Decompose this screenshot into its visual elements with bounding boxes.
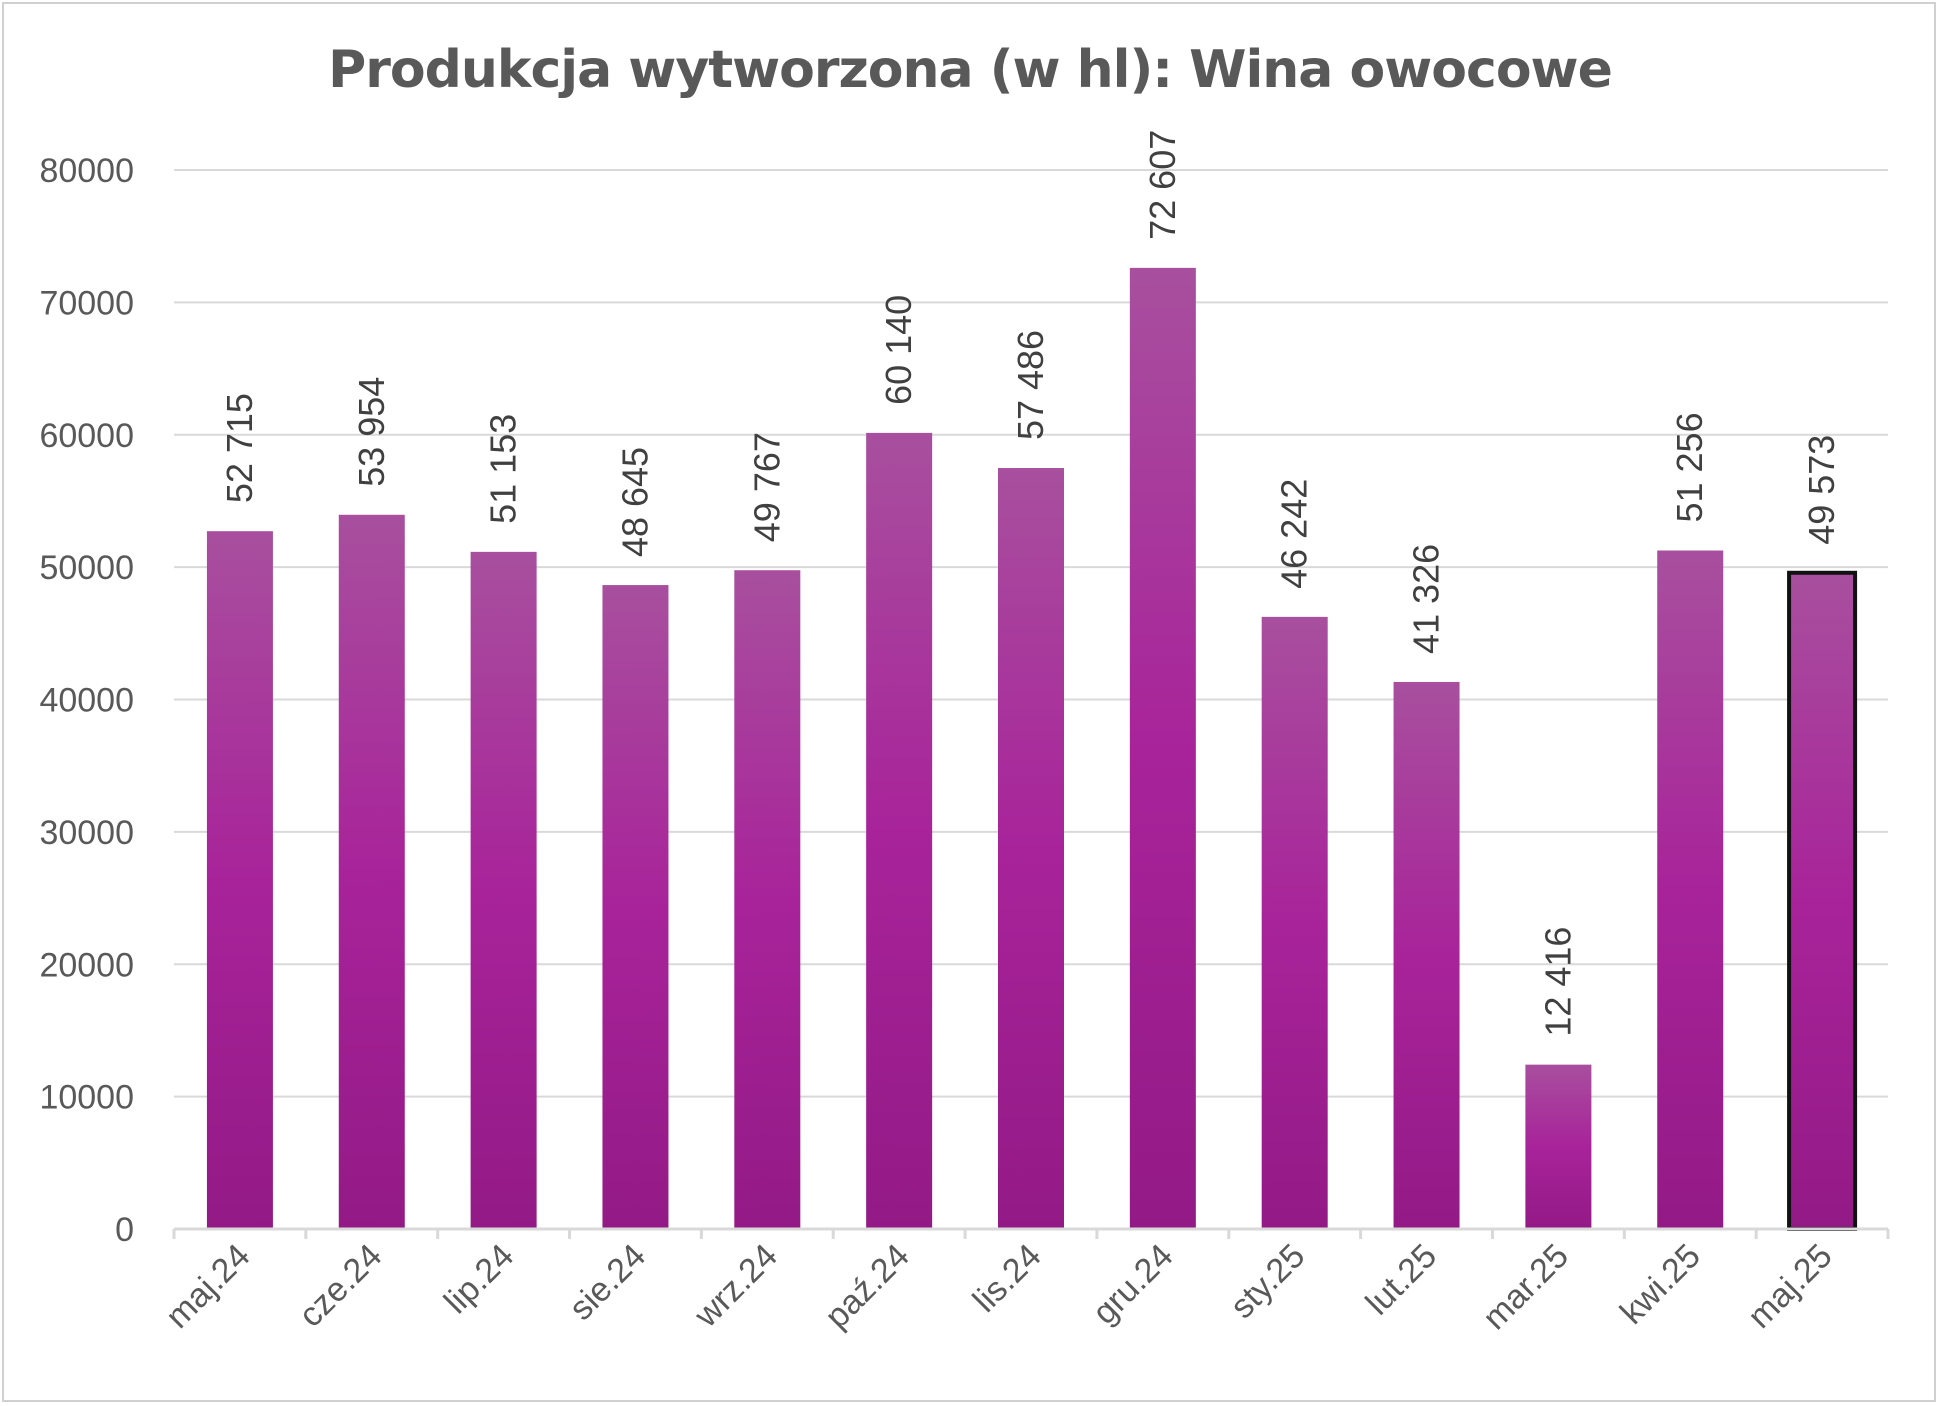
data-label: 41 326 bbox=[1406, 544, 1447, 654]
data-label: 51 153 bbox=[483, 414, 524, 524]
y-tick-label: 20000 bbox=[39, 946, 134, 984]
data-label: 52 715 bbox=[219, 393, 260, 503]
y-tick-label: 10000 bbox=[39, 1079, 134, 1117]
x-tick-label: lip.24 bbox=[437, 1237, 521, 1321]
x-axis-category-labels: maj.24 cze.24 lip.24 sie.24 wrz.24 paź.24 lis.… bbox=[159, 1237, 1840, 1337]
x-tick-label: sie.24 bbox=[562, 1237, 653, 1328]
data-label: 51 256 bbox=[1669, 412, 1710, 522]
x-tick-label: gru.24 bbox=[1085, 1237, 1180, 1332]
bar-lis.24 bbox=[998, 468, 1064, 1230]
y-tick-label: 0 bbox=[115, 1211, 134, 1249]
bar-lip.24 bbox=[470, 551, 537, 1229]
bar-sty.25 bbox=[1261, 616, 1328, 1229]
data-labels: 52 715 53 954 51 153 48 645 49 767 60 140 57 4… bbox=[219, 130, 1842, 1037]
bar-gru.24 bbox=[1129, 267, 1196, 1229]
y-tick-label: 40000 bbox=[39, 682, 134, 720]
y-axis-tick-labels: 0 10000 20000 30000 40000 50000 60000 70000 8000… bbox=[39, 152, 134, 1249]
data-label: 49 573 bbox=[1801, 435, 1842, 545]
y-tick-label: 70000 bbox=[39, 284, 134, 322]
bar-wrz.24 bbox=[734, 570, 801, 1229]
bar-lut.25 bbox=[1393, 681, 1460, 1229]
bar-cze.24 bbox=[338, 514, 405, 1229]
bars bbox=[206, 267, 1858, 1231]
y-tick-label: 30000 bbox=[39, 814, 134, 852]
bar-paź.24 bbox=[866, 432, 933, 1230]
x-tick-label: cze.24 bbox=[292, 1237, 390, 1335]
data-label: 48 645 bbox=[614, 447, 655, 557]
chart-title: Produkcja wytworzona (w hl): Wina owocow… bbox=[328, 40, 1613, 100]
x-tick-label: paź.24 bbox=[818, 1237, 917, 1336]
x-tick-label: maj.25 bbox=[1741, 1237, 1840, 1336]
y-tick-label: 60000 bbox=[39, 417, 134, 455]
x-tick-label: mar.25 bbox=[1476, 1237, 1576, 1337]
data-label: 72 607 bbox=[1142, 130, 1183, 240]
data-label: 49 767 bbox=[746, 432, 787, 542]
data-label: 12 416 bbox=[1537, 927, 1578, 1037]
x-tick-label: sty.25 bbox=[1223, 1237, 1312, 1326]
bar-mar.25 bbox=[1525, 1064, 1592, 1229]
bar-maj.24 bbox=[206, 531, 273, 1229]
y-tick-label: 50000 bbox=[39, 549, 134, 587]
y-tick-label: 80000 bbox=[39, 152, 134, 190]
x-tick-label: wrz.24 bbox=[687, 1237, 785, 1335]
bar-maj.25 bbox=[1787, 570, 1858, 1231]
bar-sie.24 bbox=[602, 585, 669, 1229]
bar-kwi.25 bbox=[1657, 550, 1724, 1229]
x-axis bbox=[172, 1227, 1890, 1239]
data-label: 60 140 bbox=[878, 295, 919, 405]
data-label: 46 242 bbox=[1274, 479, 1315, 589]
x-tick-label: kwi.25 bbox=[1613, 1237, 1708, 1332]
data-label: 53 954 bbox=[351, 377, 392, 487]
x-tick-label: lis.24 bbox=[966, 1237, 1049, 1320]
x-tick-label: maj.24 bbox=[159, 1237, 258, 1336]
x-tick-label: lut.25 bbox=[1359, 1237, 1445, 1323]
data-label: 57 486 bbox=[1010, 330, 1051, 440]
